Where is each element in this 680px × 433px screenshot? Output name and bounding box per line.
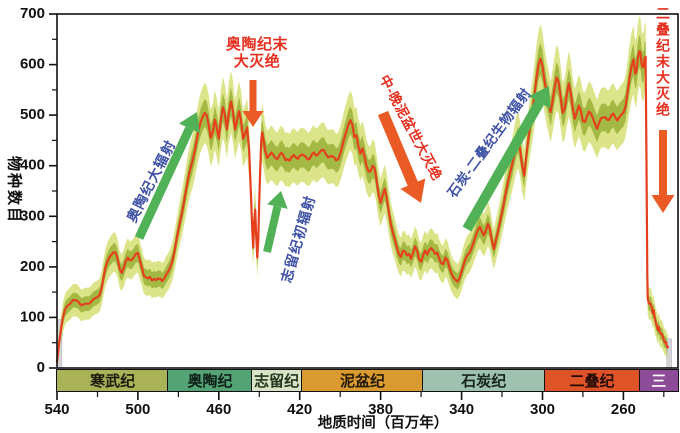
annotation-line: 奥陶纪末: [225, 36, 288, 53]
annotation-end-permian-extinction: 二叠纪末大灭绝: [655, 6, 671, 118]
svg-text:100: 100: [20, 308, 45, 325]
svg-text:400: 400: [20, 157, 45, 174]
period-label: 二叠纪: [569, 373, 615, 390]
svg-text:300: 300: [20, 207, 45, 224]
svg-text:420: 420: [287, 401, 312, 418]
period-cambrian: 寒武纪: [56, 369, 170, 392]
end-ordovician-arrow: [242, 80, 264, 127]
svg-text:500: 500: [125, 401, 150, 418]
ordovician-radiation-arrow: [134, 112, 200, 240]
svg-text:500: 500: [20, 106, 45, 123]
period-devonian: 泥盆纪: [300, 369, 425, 392]
svg-text:0: 0: [37, 359, 45, 376]
period-label: 志留纪: [254, 373, 300, 390]
period-permian: 二叠纪: [543, 369, 641, 392]
svg-text:260: 260: [611, 401, 636, 418]
geologic-period-strip: 寒武纪 奥陶纪 志留纪 泥盆纪 石炭纪 二叠纪 三: [56, 369, 679, 392]
period-carboniferous: 石炭纪: [422, 369, 546, 392]
silurian-radiation-arrow: [263, 191, 288, 253]
period-label: 寒武纪: [90, 373, 136, 390]
y-axis-label: 物种数目: [5, 155, 23, 225]
period-triassic: 三: [638, 369, 679, 392]
svg-text:600: 600: [20, 56, 45, 73]
svg-text:460: 460: [206, 401, 231, 418]
period-ordovician: 奥陶纪: [167, 369, 253, 392]
period-label: 三: [651, 373, 667, 390]
svg-text:380: 380: [368, 401, 393, 418]
end-permian-arrow: [651, 130, 675, 213]
x-axis-label: 地质时间（百万年）: [317, 415, 449, 432]
svg-text:540: 540: [44, 401, 69, 418]
carb-permian-radiation-arrow: [462, 86, 551, 232]
annotation-end-ordovician-extinction: 奥陶纪末 大灭绝: [214, 36, 300, 70]
annotation-line: 大灭绝: [233, 53, 281, 70]
period-label: 奥陶纪: [187, 373, 233, 390]
period-silurian: 志留纪: [250, 369, 303, 392]
period-label: 石炭纪: [461, 373, 507, 390]
period-label: 泥盆纪: [339, 373, 385, 390]
svg-text:200: 200: [20, 258, 45, 275]
svg-text:700: 700: [20, 5, 45, 22]
devonian-extinction-arrow: [377, 110, 426, 203]
svg-text:300: 300: [530, 401, 555, 418]
svg-text:340: 340: [449, 401, 474, 418]
